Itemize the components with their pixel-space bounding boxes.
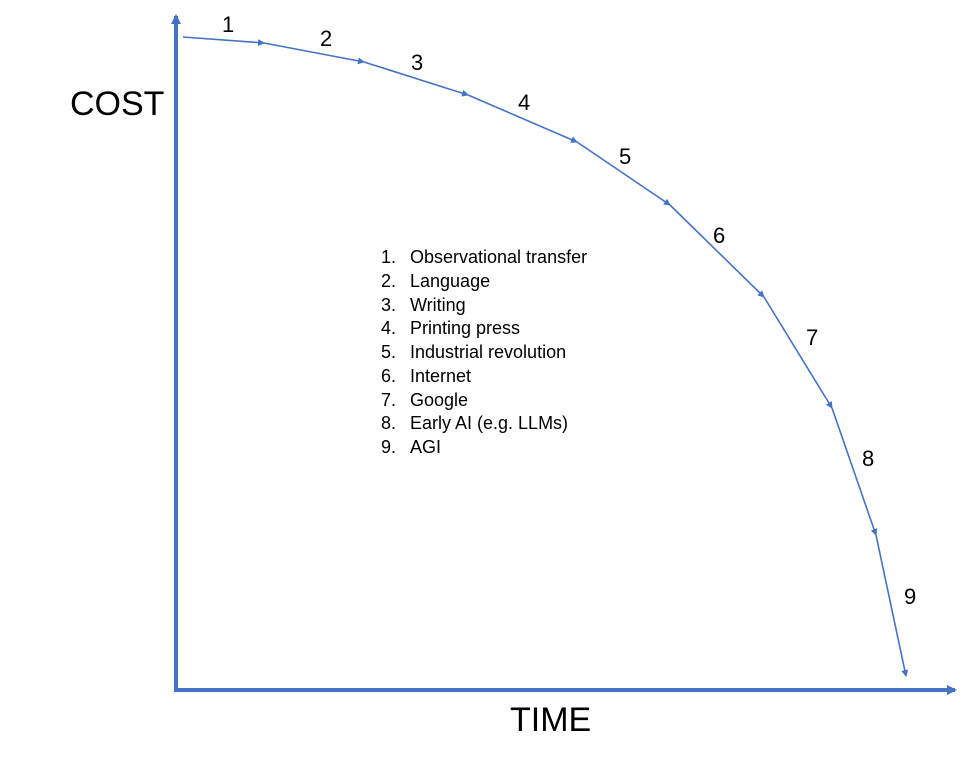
curve-segment-4 (467, 94, 578, 143)
legend-item-text: Google (410, 390, 468, 410)
segment-numbers: 1 2 3 4 5 6 7 8 9 (222, 12, 916, 609)
legend-item-marker: 8. (381, 413, 396, 433)
legend-item-marker: 5. (381, 342, 396, 362)
segment-number-6: 6 (713, 223, 725, 248)
y-axis-label: COST (70, 85, 164, 123)
legend-item-text: Early AI (e.g. LLMs) (410, 413, 568, 433)
legend-item-text: Printing press (410, 318, 520, 338)
legend-item-marker: 7. (381, 390, 396, 410)
segment-number-3: 3 (411, 50, 423, 75)
legend-item-marker: 4. (381, 318, 396, 338)
legend-item-text: Internet (410, 366, 471, 386)
segment-number-4: 4 (518, 90, 530, 115)
segment-number-5: 5 (619, 144, 631, 169)
legend-item-text: Language (410, 271, 490, 291)
legend-item-marker: 2. (381, 271, 396, 291)
segment-number-9: 9 (904, 584, 916, 609)
curve-segment-3 (363, 61, 469, 97)
segment-number-8: 8 (862, 446, 874, 471)
legend-item-text: AGI (410, 437, 441, 457)
curve-segment-2 (263, 42, 365, 65)
legend-item-marker: 3. (381, 295, 396, 315)
curve-segment-1 (182, 36, 265, 47)
legend-item-marker: 9. (381, 437, 396, 457)
curve-segment-5 (576, 141, 671, 206)
cost-curve (182, 36, 909, 677)
legend-item-text: Observational transfer (410, 247, 587, 267)
legend-list: 1. Observational transfer 2. Language 3. Writ… (381, 247, 587, 457)
curve-segment-9 (875, 534, 909, 677)
segment-number-7: 7 (806, 325, 818, 350)
curve-segment-7 (763, 296, 833, 409)
segment-number-1: 1 (222, 12, 234, 37)
curve-segment-6 (669, 204, 765, 298)
segment-number-2: 2 (320, 26, 332, 51)
curve-segment-8 (831, 407, 878, 536)
legend-item-text: Industrial revolution (410, 342, 566, 362)
legend-item-text: Writing (410, 295, 466, 315)
x-axis-label: TIME (510, 701, 591, 739)
legend-item-marker: 6. (381, 366, 396, 386)
legend-item-marker: 1. (381, 247, 396, 267)
